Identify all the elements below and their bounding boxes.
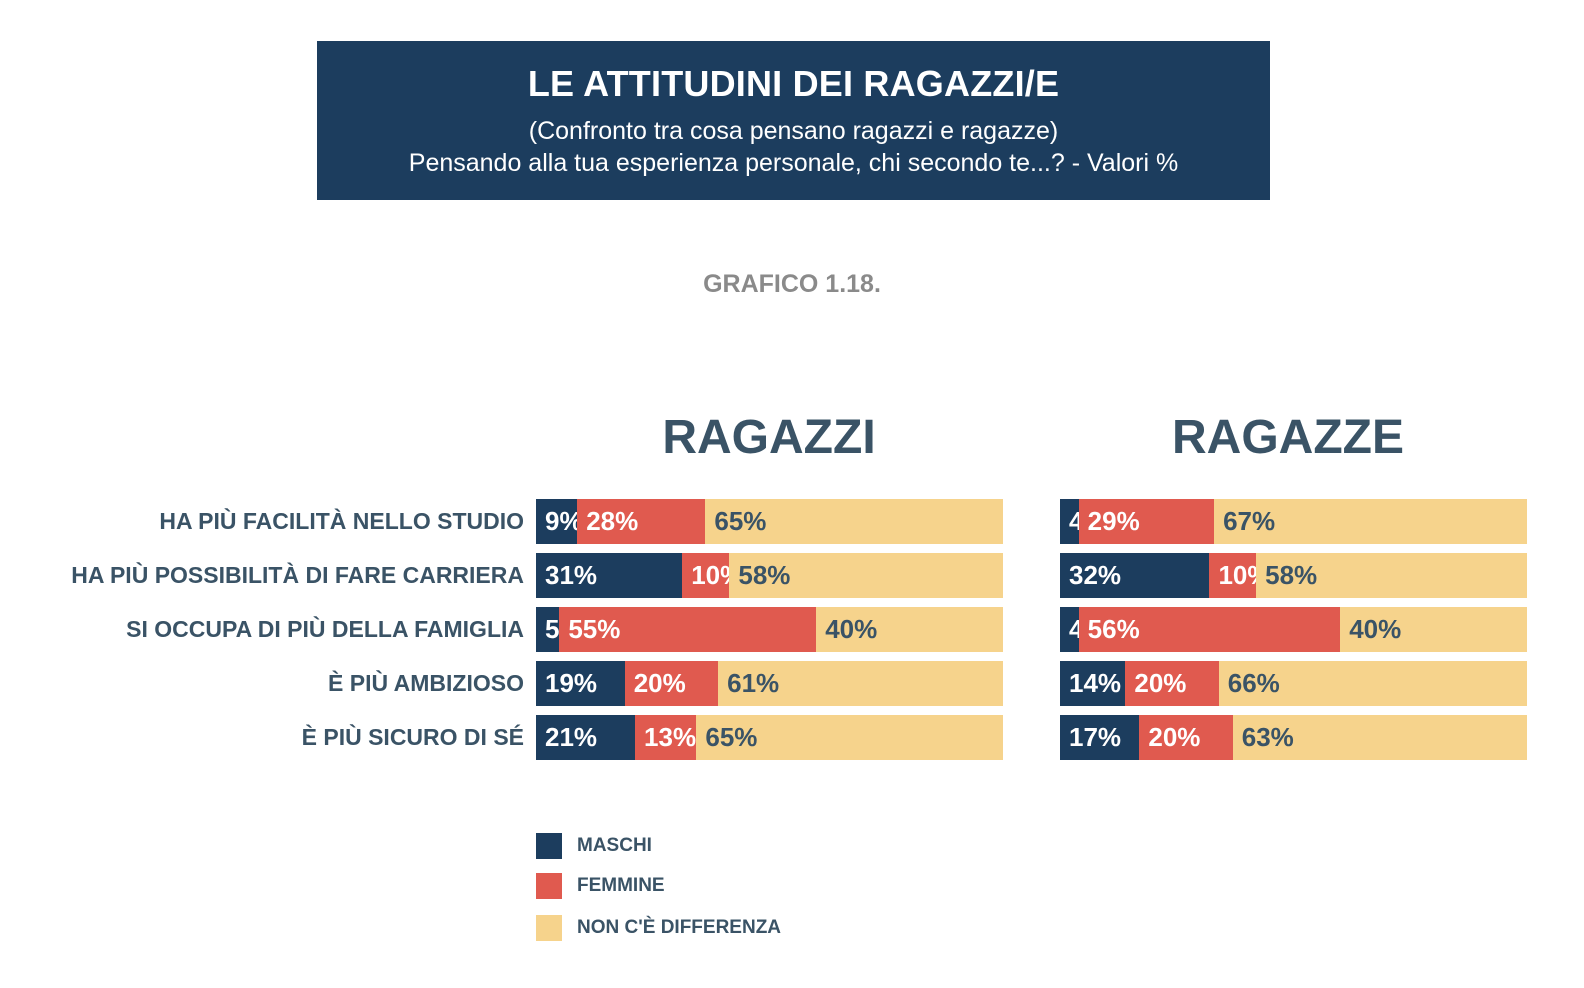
bar-segment-femmine: 10% — [682, 553, 743, 598]
data-label: 40% — [1349, 614, 1402, 644]
data-label: 20% — [633, 668, 686, 698]
data-label: 58% — [738, 560, 791, 590]
subtitle-line-2: Pensando alla tua esperienza personale, … — [408, 149, 1179, 177]
panel-title-ragazze: RAGAZZE — [1172, 411, 1404, 464]
data-label: 20% — [1134, 668, 1187, 698]
bar-segment-non-ce-differenza: 61% — [718, 661, 1003, 706]
bar-segment-femmine: 28% — [577, 499, 706, 544]
bar-segment-maschi: 4% — [1060, 607, 1107, 652]
chart-number-label: GRAFICO 1.18. — [703, 270, 881, 298]
bar-segment-maschi: 4% — [1060, 499, 1107, 544]
data-label: 31% — [545, 560, 598, 590]
data-label: 13% — [644, 722, 697, 752]
data-label: 63% — [1241, 722, 1294, 752]
chart-header: LE ATTITUDINI DEI RAGAZZI/E (Confronto t… — [317, 41, 1270, 200]
bar-segment-non-ce-differenza: 40% — [1340, 607, 1527, 652]
bar-segment-maschi: 31% — [536, 553, 683, 598]
data-label: 67% — [1223, 506, 1276, 536]
data-label: 61% — [727, 668, 780, 698]
bar-segment-femmine: 55% — [559, 607, 817, 652]
data-label: 28% — [586, 506, 639, 536]
legend-label-femmine: FEMMINE — [577, 875, 665, 896]
bar-segment-non-ce-differenza: 58% — [729, 553, 1003, 598]
category-label: È PIÙ SICURO DI SÉ — [301, 724, 524, 750]
category-label: È PIÙ AMBIZIOSO — [328, 670, 524, 696]
bar-segment-maschi: 14% — [1060, 661, 1126, 706]
stacked-bar: 32% 10% 58% — [1060, 553, 1527, 598]
stacked-bar: 21% 13% 65% — [536, 715, 1003, 760]
bar-segment-non-ce-differenza: 40% — [816, 607, 1003, 652]
category-label: SI OCCUPA DI PIÙ DELLA FAMIGLIA — [126, 616, 524, 642]
bar-segment-non-ce-differenza: 65% — [705, 499, 1003, 544]
bar-segment-femmine: 56% — [1078, 607, 1341, 652]
bar-segment-maschi: 9% — [536, 499, 583, 544]
data-label: 65% — [705, 722, 758, 752]
stacked-bar: 19% 20% 61% — [536, 661, 1003, 706]
panel-title-ragazzi: RAGAZZI — [662, 411, 876, 464]
legend-label-non-ce-differenza: NON C'È DIFFERENZA — [577, 917, 782, 938]
chart-subtitle: (Confronto tra cosa pensano ragazzi e ra… — [317, 115, 1270, 179]
bar-segment-non-ce-differenza: 66% — [1218, 661, 1527, 706]
bar-segment-maschi: 32% — [1060, 553, 1210, 598]
category-label: HA PIÙ FACILITÀ NELLO STUDIO — [159, 508, 524, 534]
bar-segment-femmine: 20% — [1139, 715, 1233, 760]
stacked-bar: 5%55% 40% — [536, 607, 1003, 652]
bar-segment-non-ce-differenza: 65% — [696, 715, 1003, 760]
data-label: 29% — [1087, 506, 1140, 536]
bar-segment-maschi: 17% — [1060, 715, 1140, 760]
bar-segment-femmine: 13% — [635, 715, 697, 760]
legend-swatch-maschi — [536, 833, 562, 859]
stacked-bar: 9% 28% 65% — [536, 499, 1003, 544]
chart-title: LE ATTITUDINI DEI RAGAZZI/E — [527, 63, 1060, 104]
data-label: 21% — [545, 722, 598, 752]
data-label: 20% — [1148, 722, 1201, 752]
bar-segment-maschi: 5% — [536, 607, 583, 652]
bar-segment-non-ce-differenza: 58% — [1256, 553, 1527, 598]
data-label: 55% — [568, 614, 621, 644]
data-label: 66% — [1227, 668, 1280, 698]
data-label: 56% — [1087, 614, 1140, 644]
data-label: 65% — [714, 506, 767, 536]
data-label: 14% — [1069, 668, 1122, 698]
bar-segment-maschi: 21% — [536, 715, 636, 760]
stacked-bar: 17% 20% 63% — [1060, 715, 1527, 760]
bar-segment-femmine: 20% — [1125, 661, 1219, 706]
data-label: 58% — [1265, 560, 1318, 590]
stacked-bar: 4%29% 67% — [1060, 499, 1527, 544]
bar-segment-femmine: 29% — [1078, 499, 1215, 544]
bar-segment-non-ce-differenza: 63% — [1232, 715, 1527, 760]
data-label: 40% — [825, 614, 878, 644]
stacked-bar: 4%56% 40% — [1060, 607, 1527, 652]
bar-segment-maschi: 19% — [536, 661, 625, 706]
data-label: 9% — [545, 506, 583, 536]
legend-label-maschi: MASCHI — [577, 835, 652, 856]
bar-segment-femmine: 10% — [1209, 553, 1270, 598]
bar-segment-non-ce-differenza: 67% — [1214, 499, 1527, 544]
data-label: 19% — [545, 668, 598, 698]
legend-swatch-non-ce-differenza — [536, 915, 562, 941]
category-label: HA PIÙ POSSIBILITÀ DI FARE CARRIERA — [71, 562, 524, 588]
stacked-bar: 31% 10% 58% — [536, 553, 1003, 598]
bar-segment-femmine: 20% — [624, 661, 719, 706]
stacked-bar: 14% 20% 66% — [1060, 661, 1527, 706]
legend-swatch-femmine — [536, 873, 562, 899]
data-label: 32% — [1069, 560, 1122, 590]
subtitle-line-1: (Confronto tra cosa pensano ragazzi e ra… — [528, 117, 1059, 145]
data-label: 17% — [1069, 722, 1122, 752]
